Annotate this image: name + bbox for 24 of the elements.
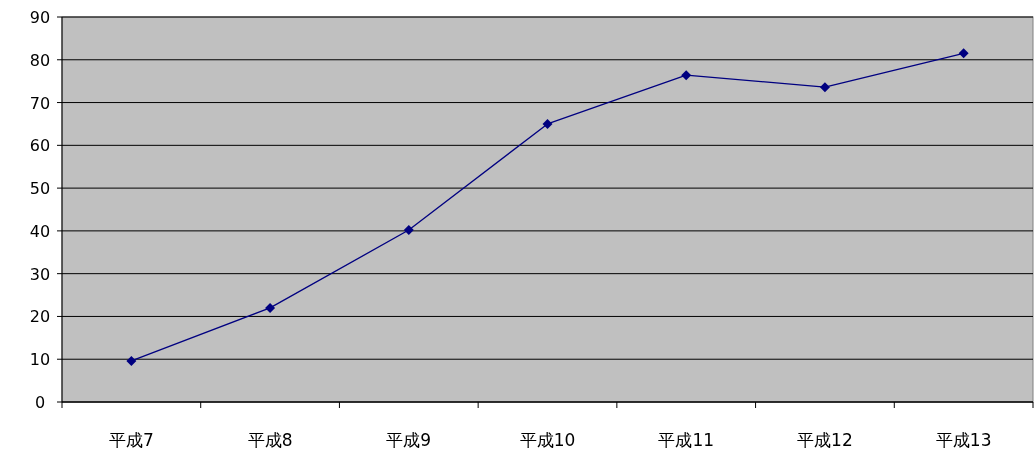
point <box>542 118 553 129</box>
x-tick-label: 平成12 <box>797 430 853 450</box>
x-tick-label: 平成7 <box>108 430 154 450</box>
y-tick-label: 90 <box>29 8 51 27</box>
point <box>681 70 692 81</box>
point <box>958 48 969 59</box>
y-tick-label: 80 <box>29 50 51 70</box>
point <box>126 355 137 366</box>
y-tick-label: 70 <box>29 93 51 113</box>
y-tick-label: 0 <box>34 393 46 412</box>
y-tick-label: 10 <box>29 350 51 370</box>
y-tick-label: 50 <box>29 179 51 199</box>
point <box>265 302 276 313</box>
y-tick-label: 40 <box>29 221 51 241</box>
y-tick-label: 20 <box>29 307 51 327</box>
x-tick-label: 平成10 <box>519 430 576 450</box>
point <box>403 225 414 236</box>
point <box>819 82 830 93</box>
y-tick-label: 60 <box>29 136 51 156</box>
x-tick-label: 平成9 <box>386 430 432 450</box>
x-tick-label: 平成11 <box>658 430 715 450</box>
x-tick-label: 平成13 <box>935 430 992 450</box>
x-tick-label: 平成8 <box>247 430 293 450</box>
y-tick-label: 30 <box>29 264 51 284</box>
